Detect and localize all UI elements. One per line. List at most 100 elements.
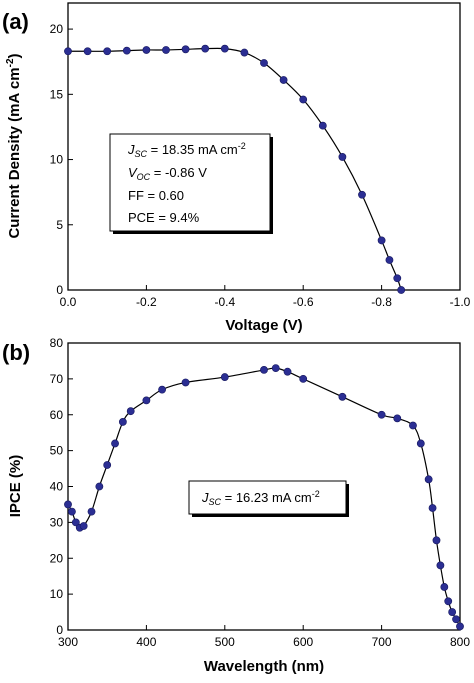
panel-b-data-point	[444, 597, 453, 606]
panel-b-ytick-label: 60	[50, 408, 64, 422]
panel-a-label: (a)	[2, 9, 29, 34]
panel-b-data-point	[126, 407, 135, 416]
panel-b-data-point	[456, 622, 464, 631]
panel-a-data-point	[377, 236, 386, 245]
panel-b-ytick-label: 50	[50, 444, 64, 458]
panel-b-data-point	[436, 561, 445, 570]
panel-b-data-point	[87, 507, 96, 516]
panel-a-ylabel-sup: -2	[5, 58, 16, 67]
panel-a-data-point	[385, 256, 394, 264]
panel-a-data-point	[318, 121, 327, 130]
panel-a-data-point	[83, 47, 92, 56]
panel-b-data-point	[416, 439, 425, 448]
panel-a-data-point	[240, 48, 249, 57]
panel-a-data-point	[358, 190, 366, 199]
panel-a-data-point	[103, 47, 112, 56]
panel-a-annotation-box	[109, 133, 271, 232]
panel-b-data-point	[440, 583, 449, 591]
panel-b-chart: (b) 300 400 500 600 700 80001020304050607080 …	[2, 336, 470, 675]
panel-a-data-point	[220, 44, 229, 53]
panel-b-xtick-label: 500	[215, 635, 235, 649]
panel-a-ylabel-end: )	[6, 53, 23, 58]
panel-a-ytick-label: 15	[50, 87, 64, 101]
panel-b-data-point	[111, 439, 119, 448]
panel-b-series	[64, 364, 464, 631]
panel-b-ticks: 300 400 500 600 700 800 0 10 20 30 40 50 60 70 80	[50, 336, 471, 649]
panel-b-data-point	[68, 507, 76, 516]
panel-b-xtick-label: 700	[372, 635, 392, 649]
panel-b-data-point	[71, 518, 80, 527]
panel-a-ylabel: Current Density (mA cm-2)	[5, 53, 23, 238]
panel-a-data-point	[397, 286, 406, 294]
panel-b-jsc-symbol: J	[201, 490, 209, 505]
panel-a-data-point	[260, 59, 268, 67]
panel-b-ytick-label: 30	[50, 515, 64, 529]
panel-a-series	[64, 44, 406, 294]
panel-b-ytick-label: 80	[50, 336, 64, 350]
panel-a-data-point	[181, 45, 190, 54]
panel-a-annotation-voc: VOC = -0.86 V	[128, 165, 207, 182]
panel-b-data-point	[452, 615, 460, 624]
panel-b-data-point	[338, 392, 347, 401]
panel-b-data-point	[377, 410, 386, 419]
panel-a-data-point	[142, 46, 151, 54]
panel-a-ytick-label: 20	[50, 22, 64, 36]
panel-a-data-point	[393, 274, 402, 283]
panel-a-voc-value: = -0.86 V	[150, 165, 207, 180]
panel-a-voc-sub: OC	[137, 172, 151, 182]
panel-a-annotation-pce: PCE = 9.4%	[128, 210, 200, 225]
panel-b-data-point	[428, 504, 437, 512]
panel-a-jsc-symbol: J	[127, 142, 135, 157]
panel-b-data-point	[220, 373, 229, 381]
panel-a-data-point	[338, 153, 347, 161]
panel-b-data-point	[142, 396, 151, 405]
panel-b-data-point	[118, 418, 127, 426]
panel-a-jsc-value: = 18.35 mA cm	[147, 142, 238, 157]
panel-b-data-point	[393, 414, 402, 423]
panel-a-xlabel: Voltage (V)	[225, 317, 302, 334]
panel-a-ytick-label: 5	[56, 218, 63, 232]
panel-a-xtick-label: -0.2	[136, 295, 157, 309]
panel-b-jsc-value: = 16.23 mA cm	[221, 490, 312, 505]
panel-a-voc-symbol: V	[128, 165, 138, 180]
panel-a-ytick-label: 0	[56, 283, 63, 297]
panel-b-data-point	[448, 608, 457, 616]
panel-a-annotation-ff: FF = 0.60	[128, 188, 184, 203]
panel-b-label: (b)	[2, 340, 30, 365]
panel-a-xtick-label: -0.6	[293, 295, 314, 309]
panel-b-data-point	[103, 461, 112, 469]
panel-a-jsc-sup: -2	[238, 141, 246, 151]
panel-b-data-point	[158, 385, 166, 394]
panel-a-data-point	[162, 46, 170, 54]
panel-a-ticks: 0.0 -0.2 -0.4 -0.6 -0.8 -1.0 0 5 10 15 20	[50, 22, 471, 309]
panel-b-data-point	[271, 364, 280, 373]
panel-b-ytick-label: 70	[50, 372, 64, 386]
panel-a-annotation-jsc: JSC = 18.35 mA cm-2	[127, 141, 246, 159]
panel-b-xtick-label: 800	[450, 635, 470, 649]
panel-b-data-point	[181, 378, 190, 387]
panel-a-ytick-label: 10	[50, 153, 64, 167]
panel-a-plot-frame	[67, 2, 461, 291]
panel-b-data-point	[79, 522, 88, 530]
panel-a-xtick-label: -0.8	[371, 295, 392, 309]
panel-b-ytick-label: 0	[56, 623, 63, 637]
panel-b-xtick-label: 300	[58, 635, 78, 649]
panel-a-xtick-label: -1.0	[450, 295, 471, 309]
panel-b-ytick-label: 20	[50, 551, 64, 565]
panel-b-data-point	[283, 367, 292, 376]
panel-b-data-point	[64, 500, 72, 509]
panel-b-xtick-label: 400	[136, 635, 156, 649]
panel-b-data-point	[432, 536, 441, 545]
panel-a-jsc-sub: SC	[135, 149, 148, 159]
panel-b-jsc-sub: SC	[209, 497, 222, 507]
panel-a-xtick-label: 0.0	[60, 295, 77, 309]
panel-a-data-point	[201, 44, 210, 53]
panel-b-ylabel: IPCE (%)	[7, 455, 24, 518]
panel-b-annotation-box	[188, 480, 347, 515]
panel-a-data-point	[299, 95, 308, 104]
panel-b-xlabel: Wavelength (nm)	[204, 658, 324, 675]
panel-a-xtick-label: -0.4	[214, 295, 235, 309]
panel-b-xtick-label: 600	[293, 635, 313, 649]
panel-a-data-point	[279, 76, 288, 84]
